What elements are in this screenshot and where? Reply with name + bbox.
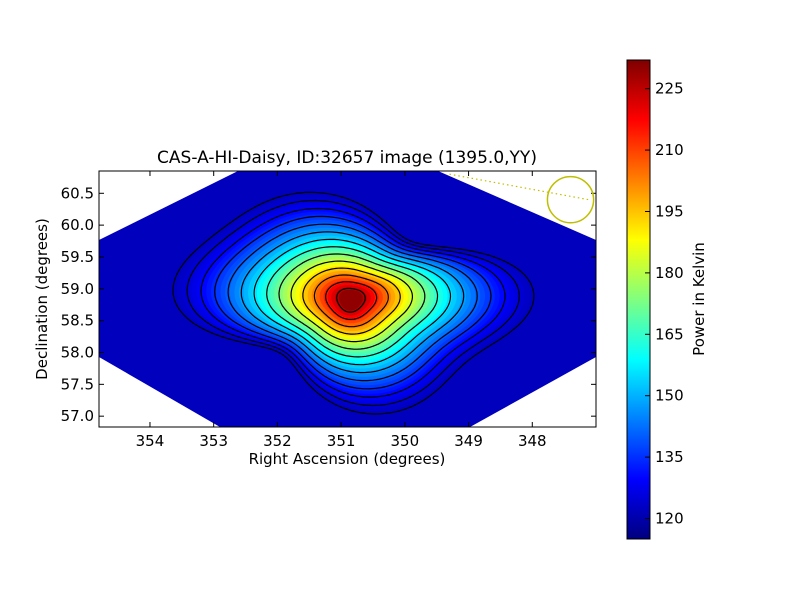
beam-marker xyxy=(546,175,595,224)
x-tick-label: 354 xyxy=(136,432,165,450)
x-tick-label: 353 xyxy=(199,432,228,450)
contour-line xyxy=(278,253,426,350)
contour-line xyxy=(200,207,506,398)
x-tick-label: 349 xyxy=(454,432,483,450)
colorbar xyxy=(626,59,651,540)
colorbar-tick-label: 165 xyxy=(655,325,684,343)
colorbar-tick-label: 225 xyxy=(655,80,684,98)
y-tick-label: 57.5 xyxy=(61,375,94,393)
contour-line xyxy=(336,287,366,313)
contour-line xyxy=(290,260,413,343)
colorbar-tick-label: 120 xyxy=(655,510,684,528)
colorbar-tick-label: 195 xyxy=(655,202,684,220)
contour-line xyxy=(240,231,465,374)
y-axis-label: Declination (degrees) xyxy=(33,218,51,380)
beam-pointer xyxy=(449,173,589,201)
contour-line xyxy=(302,267,401,335)
contour-line xyxy=(325,281,378,320)
contour-line xyxy=(186,199,520,407)
contour-line xyxy=(253,238,452,366)
y-tick-label: 58.5 xyxy=(61,312,94,330)
x-tick-label: 352 xyxy=(263,432,292,450)
contour-line xyxy=(172,191,535,415)
y-tick-label: 59.0 xyxy=(61,280,94,298)
chart-title: CAS-A-HI-Daisy, ID:32657 image (1395.0,Y… xyxy=(157,148,537,168)
y-tick-label: 57.0 xyxy=(61,407,94,425)
x-axis: 354 353 352 351 350 349 348 xyxy=(136,171,547,450)
x-tick-label: 350 xyxy=(391,432,420,450)
colorbar-label: Power in Kelvin xyxy=(690,242,708,356)
colorbar-tick-label: 135 xyxy=(655,448,684,466)
y-tick-label: 59.5 xyxy=(61,248,94,266)
colorbar-tick-label: 150 xyxy=(655,387,684,405)
x-tick-label: 351 xyxy=(327,432,356,450)
contour-line xyxy=(227,223,478,382)
contour-line xyxy=(214,215,492,390)
plot-area xyxy=(99,171,596,427)
contour-line xyxy=(266,246,439,358)
contour-line xyxy=(313,274,389,328)
colorbar-ticks: 120 135 150 165 180 195 210 225 xyxy=(645,80,684,528)
colorbar-tick-label: 180 xyxy=(655,264,684,282)
colorbar-tick-label: 210 xyxy=(655,141,684,159)
y-tick-label: 60.0 xyxy=(61,216,94,234)
x-tick-label: 348 xyxy=(518,432,547,450)
heatmap-band xyxy=(339,289,363,311)
y-tick-label: 58.0 xyxy=(61,343,94,361)
y-axis: 57.0 57.5 58.0 58.5 59.0 59.5 60.0 60.5 xyxy=(61,184,596,425)
x-axis-label: Right Ascension (degrees) xyxy=(249,450,446,468)
y-tick-label: 60.5 xyxy=(61,184,94,202)
plot-frame xyxy=(98,170,597,428)
